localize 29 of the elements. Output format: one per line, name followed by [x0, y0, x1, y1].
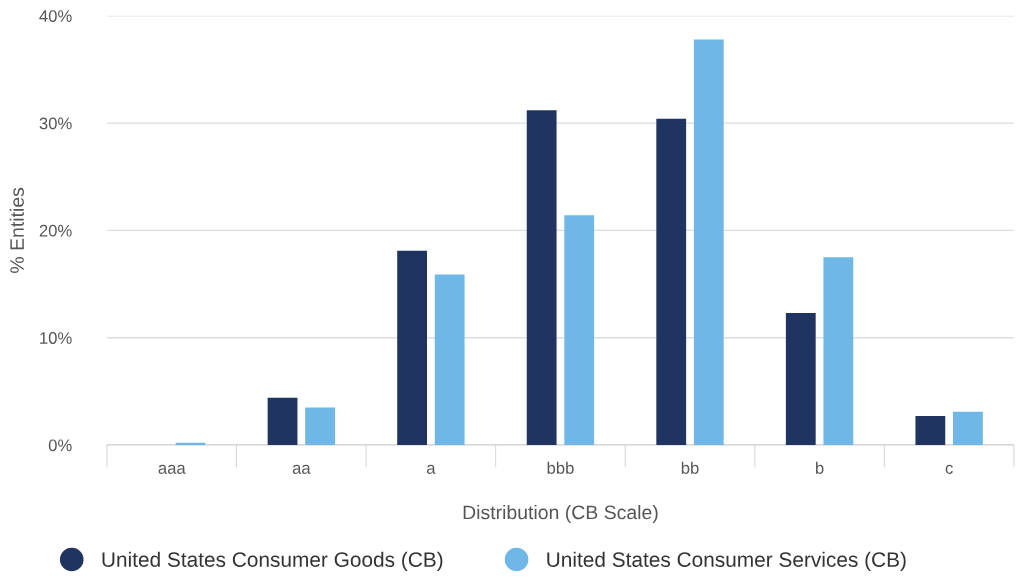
x-tick-label: a [426, 464, 436, 474]
x-tick-label: aaa [158, 464, 186, 474]
y-tick-label: 20% [39, 224, 72, 237]
x-tick-label: aa [292, 464, 311, 474]
y-tick-label: 40% [39, 10, 72, 22]
bar [397, 250, 427, 446]
x-tick-label: c [945, 464, 953, 474]
legend-label: United States Consumer Services (CB) [547, 551, 906, 572]
x-tick-label: bbb [547, 461, 574, 474]
bar [823, 257, 854, 446]
bar [785, 313, 816, 446]
y-tick-label: 0% [48, 439, 72, 452]
bar [953, 411, 983, 446]
bar [656, 118, 687, 446]
y-tick-label: 10% [40, 332, 72, 344]
x-tick-label: bb [681, 461, 699, 474]
bar [564, 215, 595, 446]
x-axis-title: Distribution (CB Scale) [463, 504, 658, 524]
y-axis-title: % Entities [9, 187, 24, 273]
bar [175, 442, 206, 446]
x-tick-label: b [816, 461, 824, 474]
bar [267, 397, 298, 446]
bar [434, 274, 465, 446]
bar [915, 416, 946, 446]
bar [526, 110, 557, 446]
bar [305, 407, 336, 446]
legend-label: United States Consumer Goods (CB) [102, 551, 443, 572]
y-tick-label: 30% [39, 117, 72, 130]
bar [693, 39, 724, 446]
